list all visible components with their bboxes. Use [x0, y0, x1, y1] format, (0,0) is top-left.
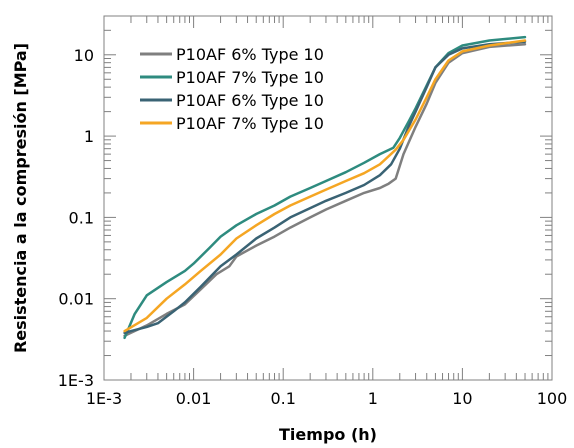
- series-line-3: [123, 40, 527, 335]
- y-axis-title: Resistencia a la compresión [MPa]: [11, 43, 30, 353]
- legend: P10AF 6% Type 10 P10AF 7% Type 10 P10AF 6%…: [140, 45, 324, 133]
- legend-label-1: P10AF 6% Type 10: [176, 45, 324, 64]
- legend-label-3: P10AF 6% Type 10: [176, 91, 324, 110]
- plot-frame: [103, 15, 553, 381]
- x-tick-label: 1E-3: [86, 389, 122, 408]
- y-tick-labels: 1E-3 0.01 0.1 1 10: [58, 46, 94, 390]
- y-tick-label: 10: [74, 46, 94, 65]
- x-axis-title: Tiempo (h): [279, 425, 377, 444]
- series-line-4: [123, 39, 527, 333]
- major-ticks: [103, 16, 553, 381]
- y-tick-label: 1E-3: [58, 371, 94, 390]
- x-tick-labels: 1E-3 0.01 0.1 1 10 100: [86, 389, 567, 408]
- series-lines: [123, 35, 527, 340]
- series-line-1: [123, 42, 527, 338]
- x-tick-label: 10: [452, 389, 472, 408]
- legend-label-2: P10AF 7% Type 10: [176, 68, 324, 87]
- legend-label-4: P10AF 7% Type 10: [176, 114, 324, 133]
- y-tick-label: 0.01: [58, 290, 94, 309]
- x-tick-label: 100: [537, 389, 568, 408]
- x-tick-label: 0.1: [270, 389, 295, 408]
- y-tick-label: 1: [84, 127, 94, 146]
- x-tick-label: 0.01: [176, 389, 212, 408]
- y-tick-label: 0.1: [69, 208, 94, 227]
- x-tick-label: 1: [368, 389, 378, 408]
- minor-ticks: [104, 16, 552, 380]
